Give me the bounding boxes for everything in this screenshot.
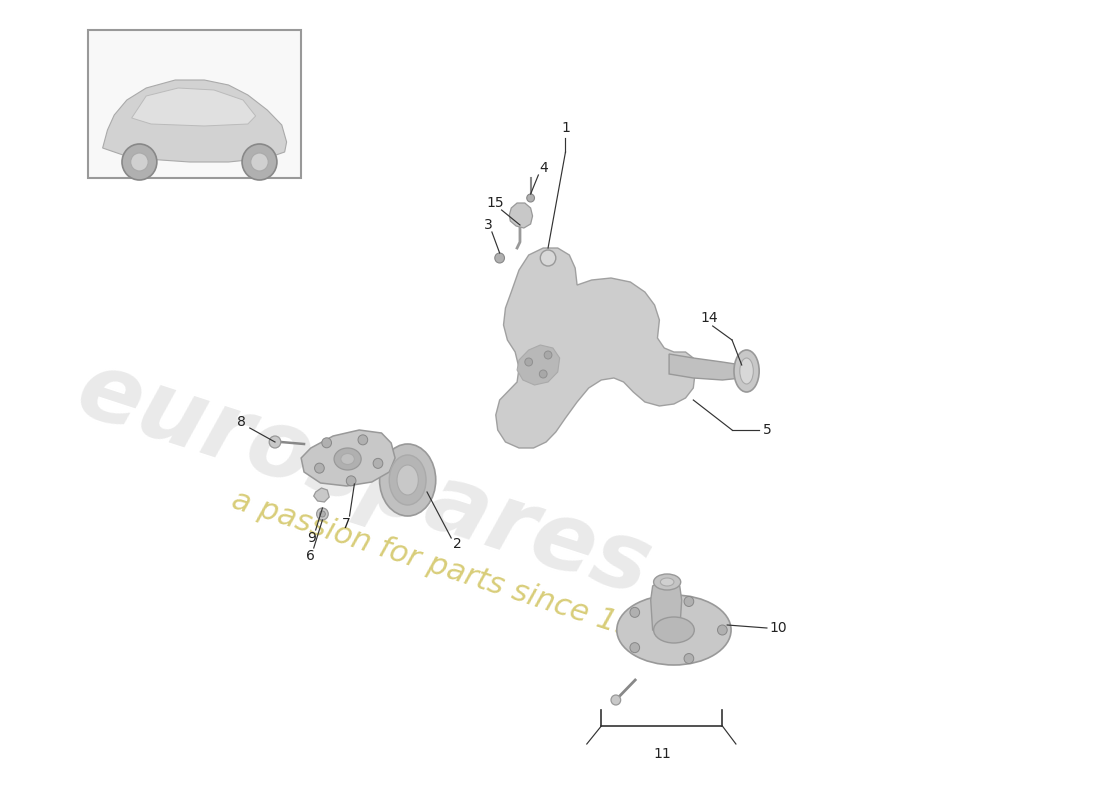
Ellipse shape [617, 595, 732, 665]
Text: 10: 10 [770, 621, 788, 635]
Polygon shape [132, 88, 255, 126]
Circle shape [525, 358, 532, 366]
Ellipse shape [660, 578, 674, 586]
Ellipse shape [734, 350, 759, 392]
Circle shape [684, 597, 694, 606]
Polygon shape [509, 203, 532, 228]
Text: 5: 5 [762, 423, 771, 437]
Circle shape [630, 642, 639, 653]
Circle shape [122, 144, 157, 180]
Ellipse shape [740, 358, 754, 384]
Circle shape [540, 250, 556, 266]
Circle shape [251, 153, 268, 171]
Polygon shape [301, 430, 395, 486]
Text: a passion for parts since 1985: a passion for parts since 1985 [228, 485, 675, 655]
Text: 1: 1 [561, 121, 570, 135]
Circle shape [358, 435, 367, 445]
Circle shape [346, 476, 356, 486]
Polygon shape [496, 248, 695, 448]
Bar [88, 30, 301, 178]
Text: 6: 6 [307, 549, 316, 563]
Polygon shape [517, 345, 560, 385]
Circle shape [527, 194, 535, 202]
Polygon shape [314, 488, 329, 502]
Text: 3: 3 [484, 218, 493, 232]
Polygon shape [651, 580, 682, 630]
Circle shape [270, 436, 280, 448]
Ellipse shape [397, 465, 418, 495]
Circle shape [539, 370, 547, 378]
Circle shape [684, 654, 694, 663]
Circle shape [373, 458, 383, 468]
Ellipse shape [653, 574, 681, 590]
Text: 14: 14 [700, 311, 717, 325]
Text: 11: 11 [653, 747, 671, 761]
Circle shape [544, 351, 552, 359]
Circle shape [131, 153, 149, 171]
Text: 4: 4 [540, 161, 549, 175]
Text: 15: 15 [486, 196, 504, 210]
Circle shape [315, 463, 324, 473]
Ellipse shape [334, 448, 361, 470]
Text: 7: 7 [342, 517, 351, 531]
Circle shape [717, 625, 727, 635]
Ellipse shape [389, 455, 426, 505]
Ellipse shape [653, 617, 694, 643]
Ellipse shape [379, 444, 436, 516]
Text: eurospares: eurospares [66, 344, 662, 616]
Text: 9: 9 [307, 531, 316, 545]
Circle shape [610, 695, 620, 705]
Circle shape [495, 253, 505, 263]
Circle shape [630, 607, 639, 618]
Circle shape [322, 438, 331, 448]
Circle shape [242, 144, 277, 180]
Circle shape [319, 511, 326, 517]
Text: 8: 8 [236, 415, 245, 429]
Text: 2: 2 [453, 537, 461, 551]
Circle shape [317, 508, 328, 520]
Ellipse shape [341, 454, 354, 465]
Polygon shape [102, 80, 287, 162]
Polygon shape [669, 354, 741, 380]
